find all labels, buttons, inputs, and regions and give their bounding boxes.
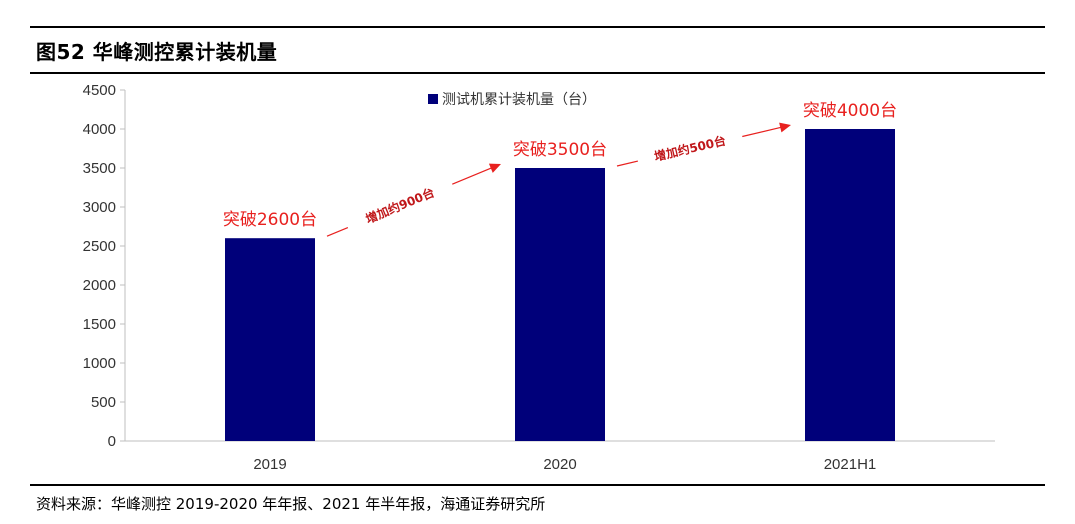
y-tick-label: 3500 bbox=[83, 160, 116, 177]
increase-arrowhead bbox=[779, 122, 791, 133]
y-tick-label: 500 bbox=[91, 394, 116, 411]
callout-label: 突破4000台 bbox=[803, 101, 897, 121]
increase-arrow-shaft bbox=[452, 166, 494, 185]
increase-arrow-tail bbox=[326, 226, 349, 237]
y-tick-label: 4500 bbox=[83, 82, 116, 99]
legend-label: 测试机累计装机量（台） bbox=[442, 92, 596, 108]
y-axis: 0 500 1000 1500 2000 2500 3000 3500 4000 4500 bbox=[83, 82, 126, 450]
y-tick-label: 2500 bbox=[83, 238, 116, 255]
source-note: 资料来源：华峰测控 2019-2020 年年报、2021 年半年报，海通证券研究… bbox=[36, 495, 546, 513]
x-axis: 2019 2020 2021H1 bbox=[125, 440, 995, 473]
footer-rule bbox=[30, 484, 1045, 486]
callout-label: 突破2600台 bbox=[223, 210, 317, 230]
y-tick-label: 0 bbox=[108, 433, 116, 450]
bars bbox=[225, 129, 895, 441]
callout-label: 突破3500台 bbox=[513, 140, 607, 160]
figure-title: 图52 华峰测控累计装机量 bbox=[36, 40, 278, 64]
y-tick-label: 2000 bbox=[83, 277, 116, 294]
y-tick-label: 1000 bbox=[83, 355, 116, 372]
increase-arrow-shaft bbox=[742, 126, 784, 138]
increase-label: 增加约500台 bbox=[653, 133, 728, 164]
increase-arrowhead bbox=[488, 163, 501, 173]
callouts: 突破2600台 突破3500台 突破4000台 bbox=[223, 101, 897, 230]
legend-swatch bbox=[428, 94, 438, 104]
increase-arrow-tail bbox=[616, 160, 639, 167]
y-tick-label: 1500 bbox=[83, 316, 116, 333]
x-tick-label: 2019 bbox=[253, 456, 286, 473]
y-tick-label: 3000 bbox=[83, 199, 116, 216]
increase-label: 增加约900台 bbox=[363, 184, 436, 226]
bar-2019 bbox=[225, 238, 315, 441]
x-tick-label: 2020 bbox=[543, 456, 576, 473]
top-rule bbox=[30, 26, 1045, 28]
legend: 测试机累计装机量（台） bbox=[428, 92, 596, 108]
x-tick-label: 2021H1 bbox=[824, 456, 877, 473]
bar-2020 bbox=[515, 168, 605, 441]
title-rule bbox=[30, 72, 1045, 74]
bar-2021H1 bbox=[805, 129, 895, 441]
y-tick-label: 4000 bbox=[83, 121, 116, 138]
